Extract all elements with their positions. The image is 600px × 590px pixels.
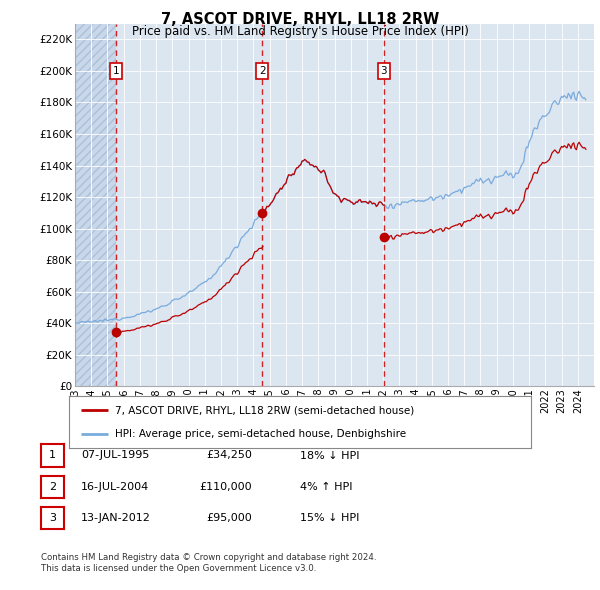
Text: 18% ↓ HPI: 18% ↓ HPI [300, 451, 359, 460]
Text: 1: 1 [113, 66, 119, 76]
Text: £110,000: £110,000 [199, 482, 252, 491]
Text: Price paid vs. HM Land Registry's House Price Index (HPI): Price paid vs. HM Land Registry's House … [131, 25, 469, 38]
Text: 1: 1 [49, 451, 56, 460]
Text: 3: 3 [380, 66, 387, 76]
Text: 7, ASCOT DRIVE, RHYL, LL18 2RW (semi-detached house): 7, ASCOT DRIVE, RHYL, LL18 2RW (semi-det… [115, 405, 415, 415]
Text: 3: 3 [49, 513, 56, 523]
Text: HPI: Average price, semi-detached house, Denbighshire: HPI: Average price, semi-detached house,… [115, 430, 406, 440]
Text: £34,250: £34,250 [206, 451, 252, 460]
Text: This data is licensed under the Open Government Licence v3.0.: This data is licensed under the Open Gov… [41, 565, 316, 573]
Text: 7, ASCOT DRIVE, RHYL, LL18 2RW: 7, ASCOT DRIVE, RHYL, LL18 2RW [161, 12, 439, 27]
Text: Contains HM Land Registry data © Crown copyright and database right 2024.: Contains HM Land Registry data © Crown c… [41, 553, 376, 562]
Text: 13-JAN-2012: 13-JAN-2012 [81, 513, 151, 523]
Text: 2: 2 [259, 66, 265, 76]
Text: 16-JUL-2004: 16-JUL-2004 [81, 482, 149, 491]
Bar [75, 24, 116, 386]
Text: 2: 2 [49, 482, 56, 491]
Text: 15% ↓ HPI: 15% ↓ HPI [300, 513, 359, 523]
Text: 07-JUL-1995: 07-JUL-1995 [81, 451, 149, 460]
Text: 4% ↑ HPI: 4% ↑ HPI [300, 482, 353, 491]
Text: £95,000: £95,000 [206, 513, 252, 523]
